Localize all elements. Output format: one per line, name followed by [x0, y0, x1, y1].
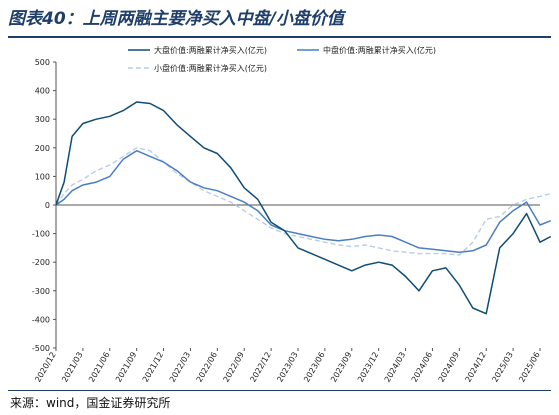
y-tick-label: -500 — [32, 344, 50, 353]
x-tick-label: 2021/12 — [141, 351, 165, 384]
x-tick-label: 2022/03 — [168, 351, 192, 384]
x-tick-label: 2021/03 — [60, 351, 84, 384]
x-tick-label: 2023/03 — [275, 351, 299, 384]
series-line-large — [55, 101, 552, 315]
chart-area: -500 -400 -300 -200 -100 0 100 200 300 400 500 2020… — [32, 45, 552, 384]
y-tick-label: -100 — [32, 230, 50, 239]
y-tick-label: 400 — [35, 87, 50, 96]
legend-label-small: 小盘价值:两融累计净买入(亿元) — [154, 63, 267, 73]
legend-label-mid: 中盘价值:两融累计净买入(亿元) — [323, 45, 436, 55]
x-tick-label: 2025/06 — [517, 351, 541, 384]
x-tick-label: 2025/03 — [490, 351, 514, 384]
x-tick-label: 2022/12 — [248, 351, 272, 384]
legend-label-large: 大盘价值:两融累计净买入(亿元) — [154, 45, 267, 55]
y-tick-label: 100 — [35, 172, 50, 181]
y-tick-label: 200 — [35, 144, 50, 153]
x-tick-label: 2023/12 — [356, 351, 380, 384]
y-tick-label: 0 — [45, 201, 50, 210]
y-tick-label: 500 — [35, 58, 50, 67]
y-tick-label: 300 — [35, 115, 50, 124]
x-tick-label: 2022/09 — [222, 351, 246, 384]
x-tick-label: 2020/12 — [33, 351, 57, 384]
footer-divider — [8, 390, 551, 391]
y-tick-label: -300 — [32, 287, 50, 296]
x-tick-label: 2024/03 — [383, 351, 407, 384]
x-tick-label: 2021/09 — [114, 351, 138, 384]
x-tick-label: 2024/09 — [437, 351, 461, 384]
series-line-mid — [55, 149, 552, 253]
y-tick-label: -200 — [32, 258, 50, 267]
x-tick-label: 2022/06 — [195, 351, 219, 384]
x-tick-label: 2024/06 — [410, 351, 434, 384]
series-line-small — [55, 147, 551, 256]
title-divider — [8, 36, 551, 38]
x-tick-label: 2021/06 — [87, 351, 111, 384]
x-tick-label: 2023/09 — [329, 351, 353, 384]
x-tick-label: 2023/06 — [302, 351, 326, 384]
chart-title: 图表40：上周两融主要净买入中盘/小盘价值 — [8, 9, 344, 29]
x-tick-label: 2024/12 — [464, 351, 488, 384]
source-note: 来源：wind，国金证券研究所 — [10, 396, 171, 410]
y-tick-label: -400 — [32, 315, 50, 324]
